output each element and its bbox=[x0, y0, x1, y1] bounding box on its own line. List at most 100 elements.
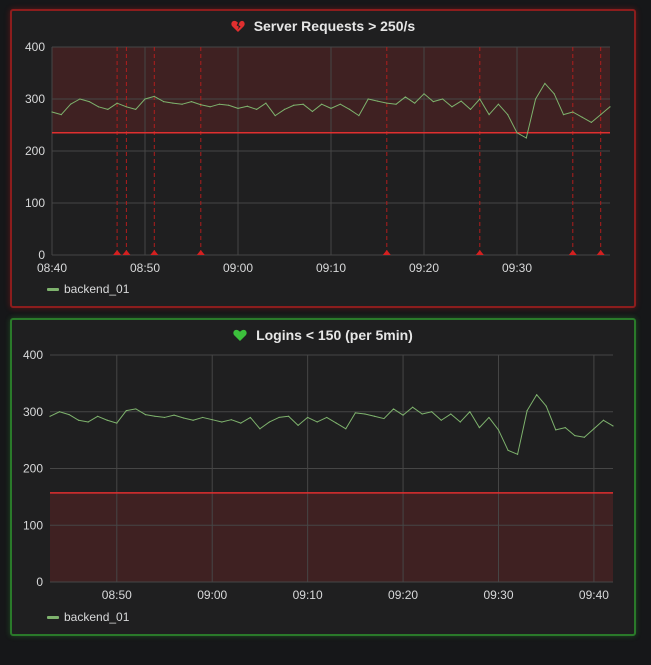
x-tick-label: 09:10 bbox=[293, 588, 323, 602]
data-point bbox=[144, 413, 147, 416]
data-point bbox=[553, 93, 555, 95]
data-point bbox=[602, 419, 605, 421]
data-point bbox=[450, 413, 452, 415]
legend-item[interactable]: backend_01 bbox=[47, 282, 129, 296]
alert-annotation-marker bbox=[596, 250, 605, 255]
data-point bbox=[307, 416, 309, 419]
x-tick-label: 09:00 bbox=[197, 588, 227, 602]
data-point bbox=[181, 103, 183, 105]
data-point bbox=[311, 110, 313, 113]
data-point bbox=[259, 428, 261, 430]
data-point bbox=[478, 427, 481, 429]
data-point bbox=[135, 108, 137, 110]
data-point bbox=[256, 108, 258, 110]
legend-item[interactable]: backend_01 bbox=[47, 610, 129, 624]
y-tick-label: 300 bbox=[23, 405, 43, 419]
y-tick-label: 100 bbox=[23, 518, 43, 532]
data-point bbox=[412, 406, 414, 408]
data-point bbox=[488, 114, 490, 116]
data-point bbox=[469, 411, 471, 413]
data-point bbox=[293, 104, 295, 106]
y-tick-label: 200 bbox=[25, 144, 45, 158]
data-point bbox=[209, 106, 211, 108]
data-point bbox=[68, 413, 70, 416]
data-point bbox=[221, 421, 223, 423]
data-point bbox=[211, 419, 213, 421]
data-point bbox=[507, 449, 509, 451]
panel-title-text: Logins < 150 (per 5min) bbox=[256, 327, 413, 343]
data-point bbox=[555, 429, 557, 431]
data-point bbox=[125, 410, 127, 412]
data-point bbox=[544, 82, 546, 84]
data-point bbox=[326, 416, 328, 419]
data-point bbox=[173, 414, 175, 416]
x-tick-label: 09:40 bbox=[579, 588, 609, 602]
data-point bbox=[302, 103, 304, 105]
data-point bbox=[316, 421, 318, 423]
data-point bbox=[70, 103, 72, 105]
data-point bbox=[237, 107, 239, 109]
data-point bbox=[321, 103, 323, 105]
alert-annotation-marker bbox=[122, 250, 131, 255]
data-point bbox=[516, 132, 518, 134]
data-point bbox=[200, 104, 202, 106]
data-point bbox=[423, 93, 425, 95]
data-point bbox=[335, 422, 337, 424]
data-point bbox=[274, 115, 276, 117]
data-point bbox=[345, 428, 347, 430]
data-point bbox=[230, 419, 232, 421]
data-point bbox=[330, 107, 332, 109]
data-point bbox=[116, 102, 118, 104]
data-point bbox=[572, 111, 574, 113]
data-point bbox=[593, 428, 595, 430]
data-point bbox=[51, 111, 53, 113]
data-point bbox=[278, 416, 280, 419]
data-point bbox=[246, 105, 248, 107]
alert-annotation-marker bbox=[150, 250, 159, 255]
x-tick-label: 09:20 bbox=[409, 261, 439, 275]
data-point bbox=[609, 106, 611, 108]
data-point bbox=[107, 108, 109, 110]
data-point bbox=[395, 103, 397, 105]
data-point bbox=[535, 98, 537, 100]
alert-annotation-marker bbox=[382, 250, 391, 255]
data-point bbox=[268, 421, 271, 423]
data-point bbox=[192, 419, 194, 421]
data-point bbox=[202, 416, 204, 419]
logins-chart: 0 100 200 300 400 08:50 09:00 09:10 09:20 09:30 09… bbox=[23, 348, 614, 602]
data-point bbox=[404, 96, 406, 98]
panel-title[interactable]: Logins < 150 (per 5min) bbox=[12, 327, 634, 345]
data-point bbox=[574, 434, 576, 437]
data-point bbox=[79, 98, 81, 100]
broken-heart-icon bbox=[231, 20, 245, 36]
x-tick-label: 09:30 bbox=[502, 261, 532, 275]
data-point bbox=[459, 421, 461, 423]
data-point bbox=[153, 95, 155, 97]
data-point bbox=[479, 98, 481, 100]
data-point bbox=[97, 106, 100, 108]
data-point bbox=[581, 116, 583, 118]
panel-title[interactable]: Server Requests > 250/s bbox=[12, 18, 634, 36]
data-point bbox=[383, 417, 385, 420]
y-tick-label: 0 bbox=[36, 575, 43, 589]
data-point bbox=[600, 114, 602, 116]
data-point bbox=[249, 416, 251, 419]
x-tick-label: 08:50 bbox=[130, 261, 160, 275]
data-point bbox=[78, 419, 80, 421]
data-point bbox=[545, 405, 547, 407]
data-point bbox=[125, 106, 127, 108]
data-point bbox=[172, 102, 174, 104]
data-point bbox=[163, 416, 166, 419]
data-point bbox=[612, 425, 614, 427]
data-point bbox=[414, 102, 416, 104]
data-point bbox=[135, 408, 137, 410]
x-tick-label: 08:40 bbox=[37, 261, 67, 275]
data-point bbox=[354, 412, 356, 414]
threshold-region bbox=[50, 492, 613, 582]
data-point bbox=[469, 108, 472, 110]
alert-annotation-marker bbox=[475, 250, 484, 255]
y-tick-label: 400 bbox=[23, 348, 43, 362]
data-point bbox=[526, 410, 528, 412]
logins-panel: Logins < 150 (per 5min) 0 100 200 300 400 08:… bbox=[10, 318, 636, 636]
alert-annotation-marker bbox=[196, 250, 205, 255]
